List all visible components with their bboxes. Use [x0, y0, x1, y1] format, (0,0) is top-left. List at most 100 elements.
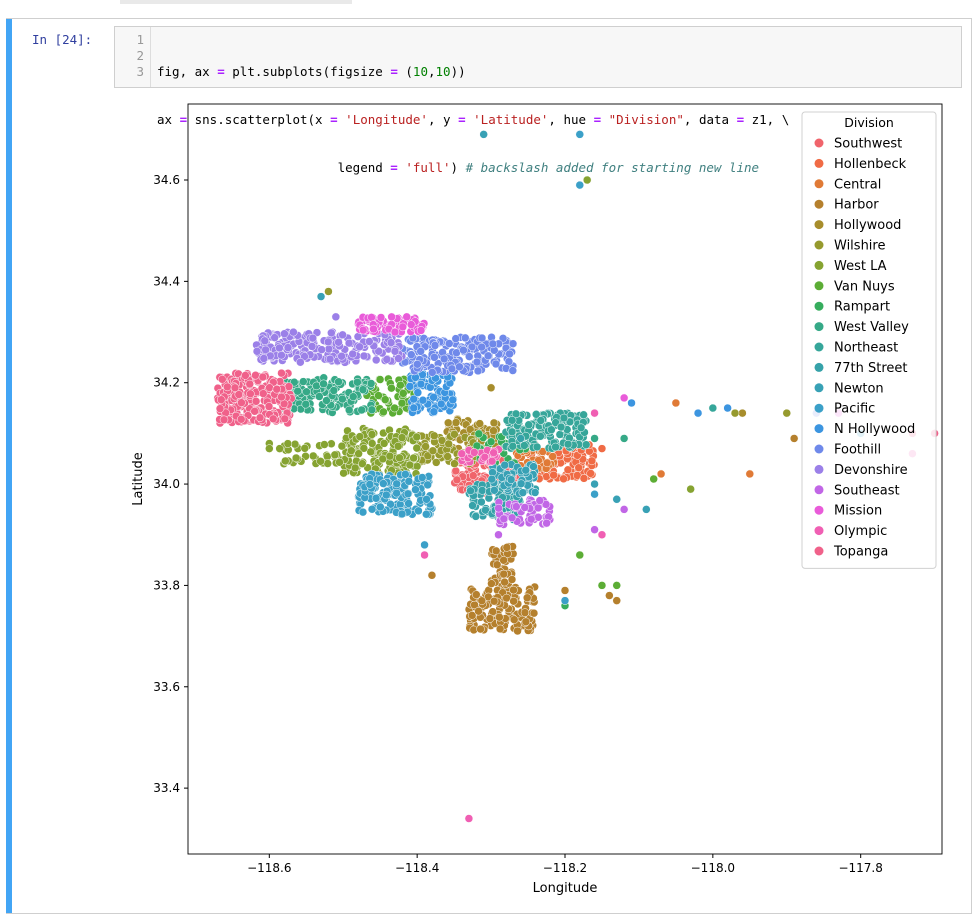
- y-tick-label: 33.8: [153, 578, 180, 592]
- data-point: [508, 441, 518, 451]
- data-point: [533, 503, 543, 513]
- data-point: [534, 513, 543, 522]
- data-point: [323, 459, 332, 468]
- data-point: [379, 407, 388, 417]
- data-point: [399, 389, 408, 398]
- data-point: [490, 486, 499, 495]
- data-point: [277, 392, 286, 402]
- data-point: [502, 543, 512, 552]
- data-point: [590, 525, 599, 534]
- code-editor[interactable]: 1 2 3 fig, ax = plt.subplots(figsize = (…: [114, 26, 962, 175]
- data-point: [460, 333, 470, 343]
- data-point: [301, 399, 311, 409]
- legend-label: Central: [834, 177, 881, 192]
- data-point: [509, 585, 518, 595]
- data-point: [451, 418, 461, 427]
- data-point: [484, 592, 493, 602]
- data-point: [509, 596, 518, 606]
- legend-marker: [814, 158, 824, 168]
- data-point: [436, 399, 446, 409]
- data-point: [487, 456, 497, 466]
- line-number: 1: [136, 32, 144, 47]
- code-token: 'full': [405, 160, 451, 175]
- data-point: [348, 349, 357, 359]
- legend-label: Foothill: [834, 443, 881, 458]
- data-point: [406, 320, 416, 329]
- code-token: =: [217, 64, 225, 79]
- data-point: [429, 407, 439, 416]
- data-point: [451, 466, 461, 476]
- data-point: [521, 465, 531, 475]
- data-point: [468, 471, 478, 480]
- data-point: [472, 590, 481, 599]
- data-point: [237, 398, 246, 407]
- data-point: [319, 379, 328, 389]
- data-point: [367, 405, 377, 415]
- data-point: [541, 500, 551, 509]
- data-point: [494, 503, 503, 513]
- notebook-cell[interactable]: [6, 18, 972, 914]
- code-line: fig, ax = plt.subplots(figsize = (10,10)…: [157, 64, 789, 80]
- data-point: [366, 447, 375, 457]
- data-point: [268, 414, 278, 424]
- legend-label: Northeast: [834, 341, 898, 356]
- toolbar-remnant: [120, 0, 352, 4]
- data-point: [509, 615, 519, 624]
- data-point: [405, 460, 415, 470]
- data-point: [427, 571, 437, 580]
- x-axis-label: Longitude: [533, 881, 598, 896]
- data-point: [392, 488, 401, 498]
- x-tick-label: −117.8: [838, 861, 882, 875]
- cell-selection-bar: [6, 18, 12, 914]
- data-point: [293, 386, 302, 396]
- legend-label: Hollenbeck: [834, 157, 907, 172]
- code-text[interactable]: fig, ax = plt.subplots(figsize = (10,10)…: [157, 32, 789, 208]
- data-point: [486, 437, 496, 446]
- data-point: [483, 351, 493, 361]
- data-point: [612, 596, 621, 605]
- data-point: [531, 410, 541, 419]
- data-point: [334, 337, 343, 347]
- data-point: [474, 429, 484, 439]
- data-point: [516, 479, 526, 488]
- data-point: [387, 383, 396, 393]
- data-point: [422, 495, 431, 504]
- y-tick-label: 34.6: [153, 173, 180, 187]
- data-point: [327, 328, 336, 338]
- data-point: [353, 377, 362, 387]
- data-point: [339, 468, 348, 478]
- data-point: [560, 596, 570, 605]
- data-point: [563, 439, 573, 449]
- data-point: [219, 415, 229, 425]
- data-point: [451, 334, 461, 343]
- data-point: [417, 473, 427, 482]
- y-tick-label: 33.4: [153, 781, 180, 795]
- data-point: [401, 470, 410, 479]
- data-point: [367, 430, 377, 439]
- data-point: [369, 324, 378, 334]
- data-point: [359, 351, 369, 361]
- data-point: [270, 333, 279, 342]
- data-point: [430, 431, 439, 441]
- data-point: [300, 352, 309, 361]
- data-point: [471, 512, 481, 521]
- data-point: [376, 313, 386, 322]
- data-point: [331, 312, 341, 322]
- data-point: [488, 339, 498, 349]
- legend-marker: [814, 281, 824, 291]
- data-point: [506, 475, 516, 484]
- data-point: [327, 439, 336, 448]
- data-point: [499, 569, 508, 579]
- code-token: =: [458, 112, 466, 127]
- data-point: [511, 409, 521, 419]
- data-point: [335, 458, 344, 467]
- line-number: 2: [136, 48, 144, 63]
- data-point: [216, 395, 226, 404]
- data-point: [526, 514, 536, 524]
- data-point: [448, 395, 457, 405]
- data-point: [576, 423, 586, 433]
- data-point: [355, 432, 365, 441]
- code-token: # backslash added for starting new line: [465, 160, 760, 175]
- code-token: ): [450, 160, 466, 175]
- y-tick-label: 34.4: [153, 274, 180, 288]
